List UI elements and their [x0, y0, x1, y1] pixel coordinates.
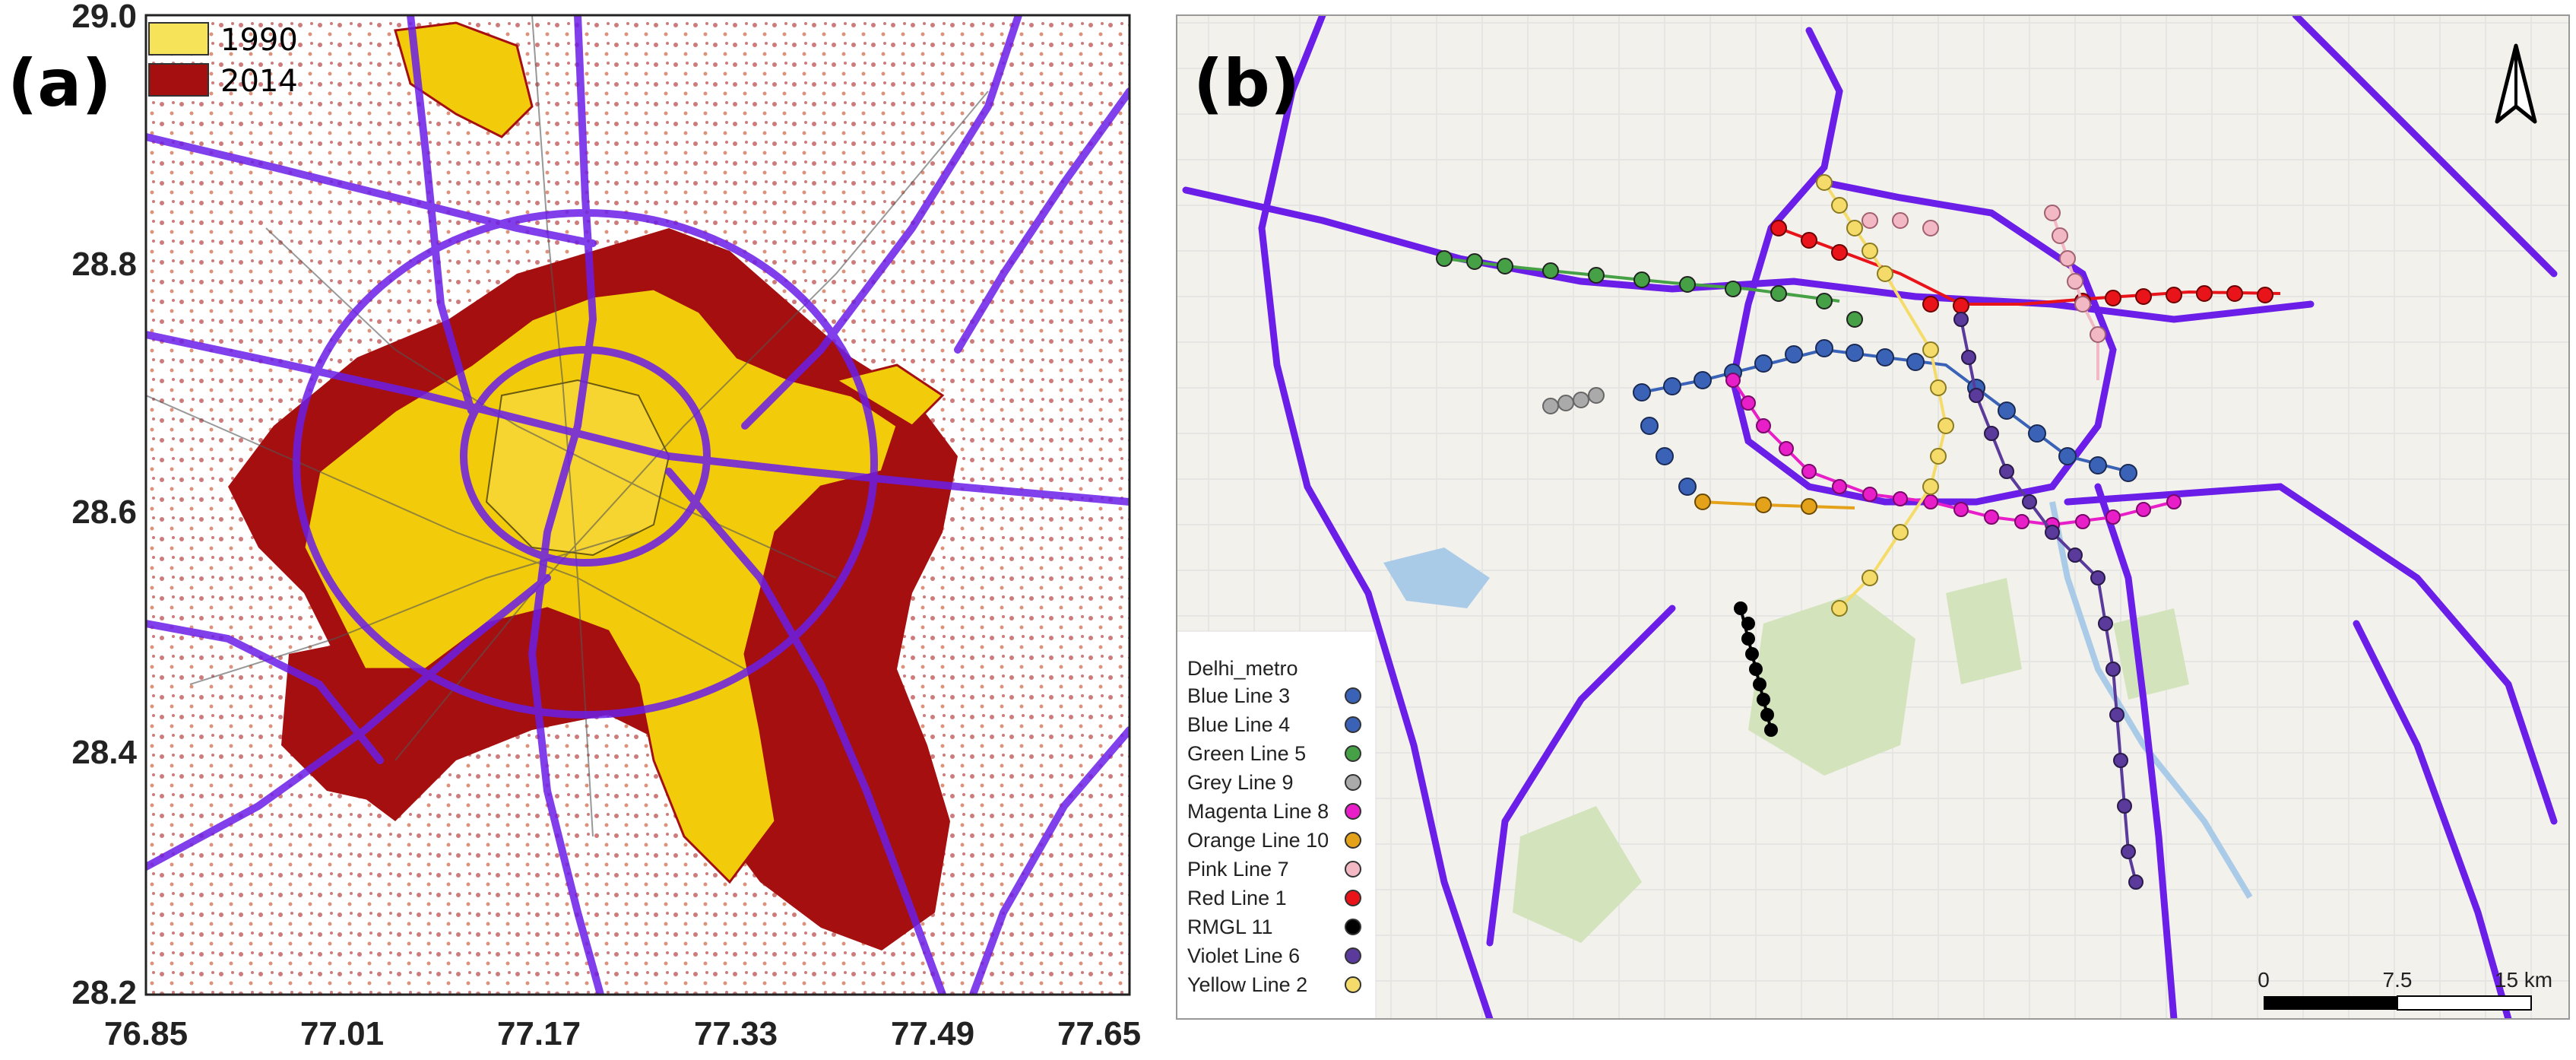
metro-legend-label: Violet Line 6 — [1187, 944, 1300, 967]
metro-legend-title: Delhi_metro — [1187, 657, 1298, 680]
metro-legend-label: Blue Line 4 — [1187, 713, 1290, 736]
panel-a-legend: 1990 2014 — [148, 22, 298, 99]
x-tick-label: 76.85 — [104, 1015, 188, 1052]
scale-bar: 0 7.5 15 km — [2258, 968, 2552, 1011]
metro-legend-items: Blue Line 3 Blue Line 4 Green Line 5 Grey L… — [1187, 684, 1361, 996]
legend-label-2014: 2014 — [220, 64, 298, 99]
metro-legend-label: Grey Line 9 — [1187, 771, 1294, 794]
x-tick-label: 77.01 — [300, 1015, 384, 1052]
metro-yellow-line-2 — [1816, 174, 1954, 617]
y-tick-label: 28.6 — [71, 494, 137, 531]
metro-legend-swatch — [1345, 919, 1361, 935]
metro-legend-swatch — [1345, 687, 1361, 704]
panel-b-label: (b) — [1193, 46, 1301, 122]
major-roads — [1182, 15, 2558, 1019]
metro-pink-line-7 — [1862, 205, 2106, 380]
highways — [146, 15, 1130, 995]
y-tick-label: 28.4 — [71, 734, 137, 771]
x-tick-label: 77.65 — [1057, 1015, 1141, 1052]
metro-orange-line-10 — [1694, 494, 1855, 515]
minor-roads — [146, 15, 989, 837]
basemap-water — [1383, 501, 2253, 900]
metro-legend-swatch — [1345, 832, 1361, 849]
metro-rmgl-11 — [1734, 601, 1778, 737]
metro-legend-label: Orange Line 10 — [1187, 829, 1329, 852]
metro-legend-swatch — [1345, 890, 1361, 906]
metro-legend-swatch — [1345, 976, 1361, 993]
panel-a-label: (a) — [8, 46, 112, 122]
metro-legend-label: RMGL 11 — [1187, 916, 1273, 938]
metro-legend-swatch — [1345, 774, 1361, 791]
scale-tick-label: 15 km — [2495, 968, 2552, 992]
metro-legend-swatch — [1345, 861, 1361, 878]
x-tick-label: 77.49 — [891, 1015, 974, 1052]
metro-green-line-5 — [1436, 250, 1863, 328]
x-tick-label: 77.33 — [694, 1015, 778, 1052]
builtup-1990-east — [833, 363, 945, 427]
basemap-streets — [1177, 15, 2569, 1019]
scale-bar-white — [2397, 995, 2532, 1011]
y-tick-label: 28.8 — [71, 246, 137, 283]
panel-a-map: 1990 2014 29.0 28.8 28.6 28.4 28.2 76.85… — [71, 0, 1141, 1052]
scale-bar-black — [2264, 996, 2397, 1010]
legend-swatch-1990 — [148, 22, 209, 56]
metro-legend-label: Blue Line 3 — [1187, 684, 1290, 707]
metro-legend-box — [1176, 630, 1377, 1020]
legend-label-1990: 1990 — [220, 23, 298, 58]
x-tick-label: 77.17 — [497, 1015, 581, 1052]
y-tick-label: 29.0 — [71, 0, 137, 35]
panel-b-frame — [1176, 14, 2570, 1020]
scale-tick-label: 0 — [2258, 968, 2270, 992]
metro-grey-line-9 — [1542, 387, 1605, 414]
metro-legend-swatch — [1345, 947, 1361, 964]
panel-b-map: Delhi_metro Blue Line 3 Blue Line 4 Green … — [1176, 14, 2570, 1020]
legend-swatch-2014 — [148, 63, 209, 97]
metro-network — [1436, 174, 2281, 890]
north-arrow-icon — [2495, 43, 2537, 124]
panel-a-x-axis: 76.85 77.01 77.17 77.33 77.49 77.65 — [104, 1015, 1141, 1052]
panel-a-y-axis: 29.0 28.8 28.6 28.4 28.2 — [71, 0, 137, 1011]
metro-legend: Delhi_metro Blue Line 3 Blue Line 4 Green … — [1176, 630, 1377, 1020]
metro-legend-swatch — [1345, 716, 1361, 733]
metro-legend-label: Yellow Line 2 — [1187, 973, 1307, 996]
metro-legend-swatch — [1345, 803, 1361, 820]
metro-legend-label: Red Line 1 — [1187, 887, 1287, 909]
metro-legend-swatch — [1345, 745, 1361, 762]
y-tick-label: 28.2 — [71, 974, 137, 1011]
panel-a-frame — [144, 14, 1131, 996]
metro-legend-label: Pink Line 7 — [1187, 858, 1289, 881]
metro-legend-label: Green Line 5 — [1187, 742, 1306, 765]
metro-legend-label: Magenta Line 8 — [1187, 800, 1329, 823]
scale-tick-label: 7.5 — [2383, 968, 2413, 992]
metro-violet-line-6 — [1953, 312, 2143, 890]
